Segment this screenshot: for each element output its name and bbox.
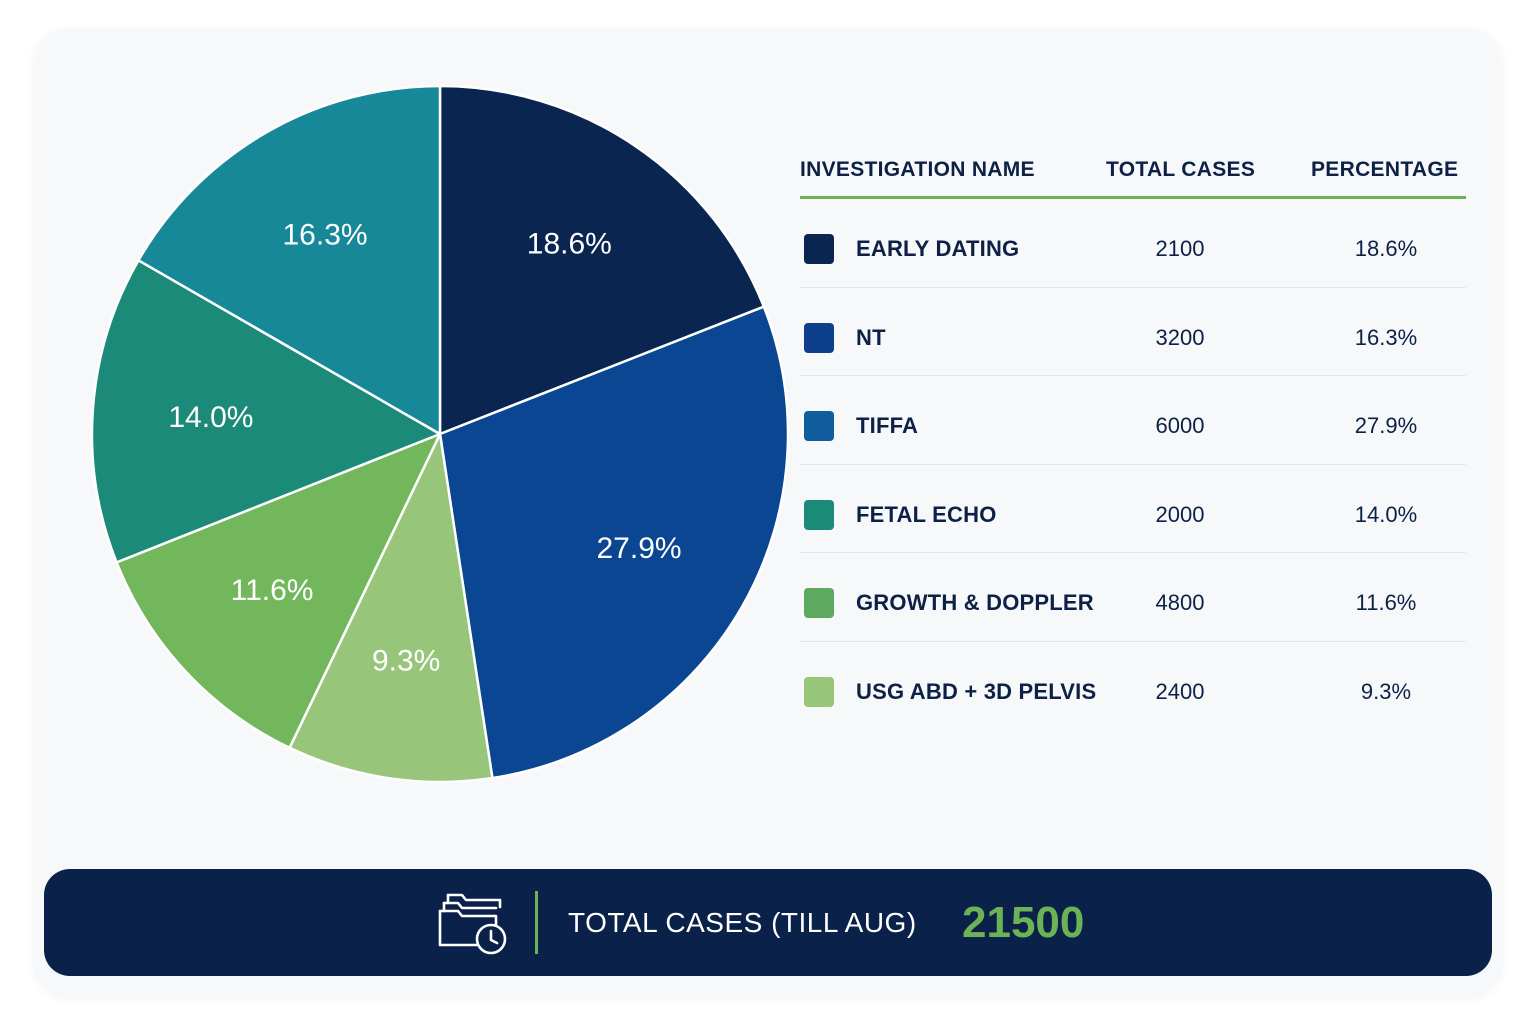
row-name: USG ABD + 3D PELVIS xyxy=(856,678,1097,704)
table-header: INVESTIGATION NAME TOTAL CASES PERCENTAG… xyxy=(800,150,1466,199)
pie-slice-growth-doppler xyxy=(115,432,442,750)
header-investigation-name: INVESTIGATION NAME xyxy=(800,158,1035,181)
row-percentage: 14.0% xyxy=(1354,501,1418,527)
pie-slice-usg-abd-3d-pelvis xyxy=(288,432,494,784)
legend-swatch xyxy=(804,411,834,442)
banner-divider xyxy=(535,891,538,954)
pie-slice-early-dating xyxy=(438,84,766,436)
total-cases-banner: TOTAL CASES (TILL AUG) 21500 xyxy=(44,869,1492,976)
slice-label-tiffa: 27.9% xyxy=(596,532,681,565)
legend-swatch xyxy=(804,322,834,353)
row-cases: 4800 xyxy=(1155,590,1205,616)
row-cases: 2100 xyxy=(1155,236,1205,261)
row-name: FETAL ECHO xyxy=(856,501,997,527)
total-cases-value: 21500 xyxy=(962,898,1085,947)
slice-label-fetal-echo: 14.0% xyxy=(168,401,253,434)
pie-slice-nt xyxy=(137,84,442,436)
row-percentage: 11.6% xyxy=(1355,590,1417,616)
row-cases: 6000 xyxy=(1155,413,1205,439)
row-name: GROWTH & DOPPLER xyxy=(856,590,1094,616)
table-row: NT 3200 16.3% xyxy=(800,288,1466,377)
folders-clock-icon xyxy=(438,889,512,957)
total-cases-label: TOTAL CASES (TILL AUG) xyxy=(568,907,917,938)
table-row: TIFFA 6000 27.9% xyxy=(800,376,1466,465)
header-percentage: PERCENTAGE xyxy=(1311,158,1459,181)
pie-chart: 18.6% 27.9% 9.3% 11.6% 14.0% 16.3% xyxy=(90,84,790,784)
row-cases: 3200 xyxy=(1155,324,1205,350)
slice-label-usg-abd-3d-pelvis: 9.3% xyxy=(372,645,440,678)
row-percentage: 16.3% xyxy=(1354,324,1418,350)
row-name: NT xyxy=(856,324,886,350)
investigation-table: INVESTIGATION NAME TOTAL CASES PERCENTAG… xyxy=(800,150,1466,730)
legend-swatch xyxy=(804,588,834,619)
table-row: GROWTH & DOPPLER 4800 11.6% xyxy=(800,553,1466,642)
pie-slice-tiffa xyxy=(438,305,790,780)
legend-swatch xyxy=(804,234,834,264)
legend-swatch xyxy=(804,676,834,707)
slice-label-growth-doppler: 11.6% xyxy=(231,574,314,607)
row-percentage: 18.6% xyxy=(1354,236,1418,261)
table-row: USG ABD + 3D PELVIS 2400 9.3% xyxy=(800,642,1466,730)
legend-swatch xyxy=(804,499,834,530)
row-percentage: 9.3% xyxy=(1360,678,1412,704)
row-name: TIFFA xyxy=(856,413,919,439)
row-cases: 2400 xyxy=(1155,678,1205,704)
row-percentage: 27.9% xyxy=(1354,413,1418,439)
table-row: FETAL ECHO 2000 14.0% xyxy=(800,465,1466,554)
header-total-cases: TOTAL CASES xyxy=(1106,158,1256,181)
row-name: EARLY DATING xyxy=(856,236,1020,261)
pie-slice-fetal-echo xyxy=(90,259,442,564)
row-cases: 2000 xyxy=(1155,501,1205,527)
slice-label-early-dating: 18.6% xyxy=(527,228,612,261)
table-row: EARLY DATING 2100 18.6% xyxy=(800,199,1466,288)
slice-label-nt: 16.3% xyxy=(283,219,368,252)
